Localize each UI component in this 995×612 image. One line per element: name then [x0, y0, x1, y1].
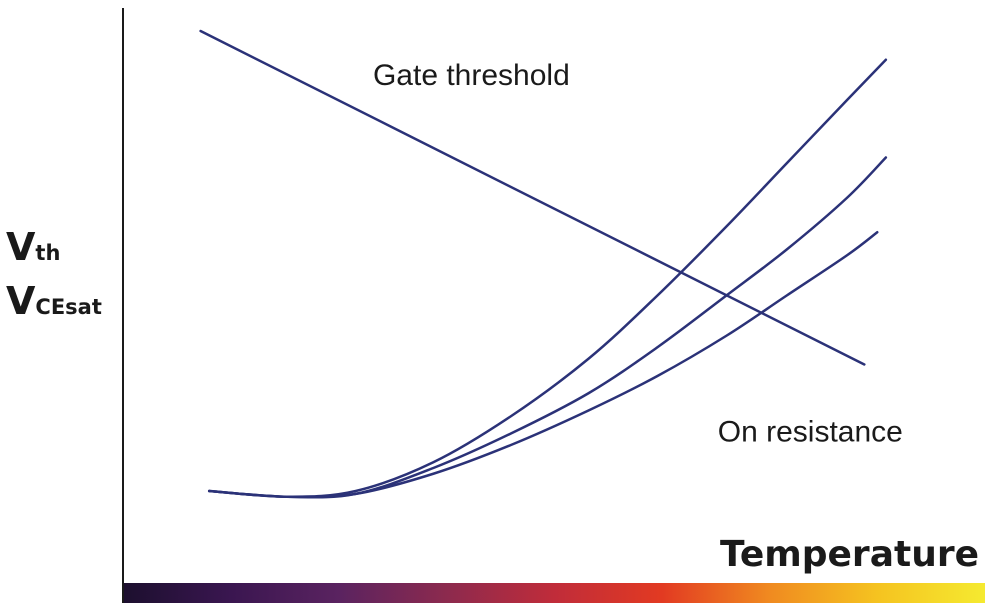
y-axis-label-vcesat-subscript: CEsat — [35, 295, 102, 319]
y-axis-label-vcesat-main: V — [6, 279, 36, 323]
y-axis-label-vth-main: V — [6, 225, 36, 269]
annotation-layer: Gate threshold On resistance — [373, 59, 903, 449]
x-axis-label: Temperature — [720, 534, 979, 575]
annotation-1: Gate threshold — [373, 59, 570, 92]
series-line-4 — [207, 231, 879, 499]
annotation-2: On resistance — [718, 415, 903, 448]
series-layer — [199, 29, 888, 499]
temperature-gradient-bar — [123, 583, 985, 603]
series-line-2 — [207, 58, 888, 499]
y-axis-label-vth: Vth — [6, 228, 60, 266]
y-axis-label-vcesat: VCEsat — [6, 282, 102, 320]
y-axis-label-vth-subscript: th — [35, 241, 61, 265]
series-line-1 — [199, 29, 866, 366]
